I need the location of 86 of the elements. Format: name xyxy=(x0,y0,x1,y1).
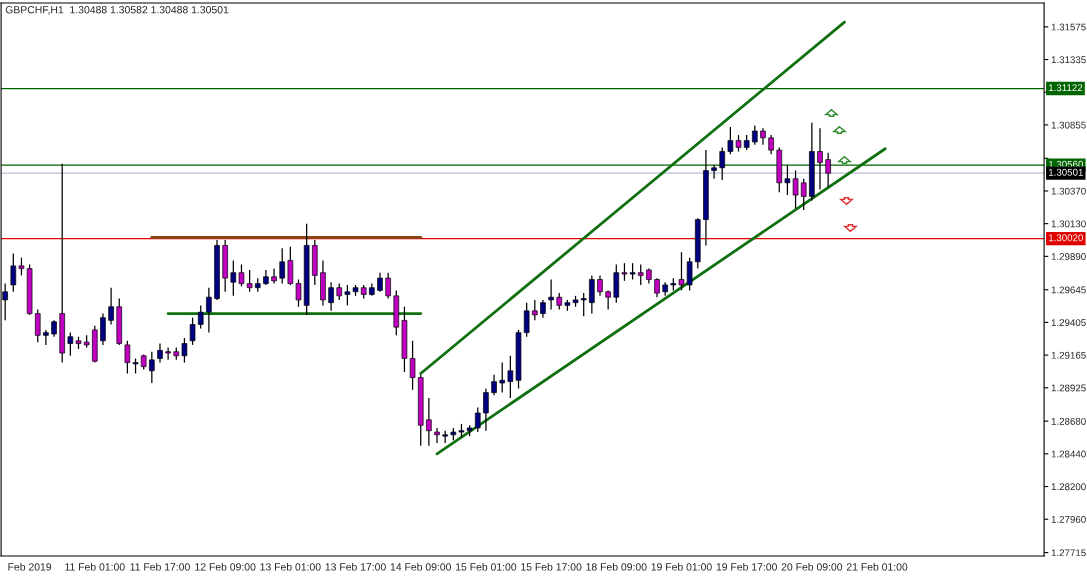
candlestick xyxy=(124,340,131,375)
candlestick xyxy=(491,374,497,396)
candlestick xyxy=(108,287,114,326)
candlestick xyxy=(580,292,587,317)
candlestick xyxy=(10,252,17,293)
x-tick-label: 11 Feb 01:00 xyxy=(65,562,125,571)
candlestick xyxy=(727,126,734,155)
candlestick xyxy=(434,427,440,444)
candlestick xyxy=(678,251,685,292)
candlestick xyxy=(499,361,506,394)
candlestick xyxy=(385,272,391,300)
y-tick-label: 1.31335 xyxy=(1051,56,1086,64)
y-tick-label: 1.27715 xyxy=(1051,549,1086,557)
y-tick-label: 1.28925 xyxy=(1051,384,1086,392)
candlestick xyxy=(295,278,302,308)
ref-line-label: 1.30501 xyxy=(1048,168,1083,176)
candlestick xyxy=(654,277,660,298)
candlestick xyxy=(752,124,758,146)
candlestick xyxy=(483,387,489,432)
candlestick xyxy=(271,267,277,285)
candlestick xyxy=(377,272,383,293)
candlestick xyxy=(637,263,644,286)
x-tick-label: 19 Feb 01:00 xyxy=(651,562,712,571)
ref-line-label: 1.30560 xyxy=(1048,160,1084,168)
candlestick xyxy=(800,178,807,211)
x-tick-label: Feb 2019 xyxy=(8,562,52,571)
candlestick xyxy=(523,302,530,338)
candlestick xyxy=(67,331,74,357)
y-tick-label: 1.30130 xyxy=(1051,220,1086,228)
candlestick xyxy=(246,269,253,293)
candlestick xyxy=(165,346,171,361)
candlestick xyxy=(817,127,823,191)
candlestick xyxy=(548,278,554,311)
chart-title: GBPCHF,H1 1.30488 1.30582 1.30488 1.30501 xyxy=(5,6,229,15)
candlestick xyxy=(589,274,595,315)
candlestick xyxy=(230,259,237,297)
candlestick xyxy=(474,406,481,433)
candlestick xyxy=(100,312,106,346)
candlestick xyxy=(43,329,49,346)
candlestick xyxy=(532,299,538,321)
candlestick xyxy=(507,355,514,399)
y-tick-label: 1.31575 xyxy=(1051,23,1086,31)
candlestick xyxy=(287,246,294,286)
x-tick-label: 13 Feb 01:00 xyxy=(260,562,321,571)
x-tick-label: 21 Feb 01:00 xyxy=(846,562,908,571)
x-tick-label: 13 Feb 17:00 xyxy=(325,562,386,571)
candlestick xyxy=(197,304,204,330)
y-tick-label: 1.28440 xyxy=(1051,450,1086,458)
candlestick xyxy=(189,317,196,346)
candlestick xyxy=(768,134,774,155)
x-tick-label: 15 Feb 17:00 xyxy=(521,562,582,571)
candlestick xyxy=(719,146,726,181)
candlestick xyxy=(686,257,693,292)
candlestick xyxy=(34,308,41,343)
candlestick xyxy=(328,281,334,312)
candlestick xyxy=(149,351,155,384)
x-tick-label: 11 Feb 17:00 xyxy=(130,562,190,571)
candlestick xyxy=(825,152,831,188)
candlestick xyxy=(206,287,212,334)
y-tick-label: 1.29165 xyxy=(1051,351,1086,359)
candlestick xyxy=(605,289,611,311)
candlestick xyxy=(711,164,717,180)
candlestick xyxy=(426,397,432,447)
y-tick-label: 1.30370 xyxy=(1051,187,1086,195)
y-tick-label: 1.27960 xyxy=(1051,515,1086,523)
y-tick-label: 1.28680 xyxy=(1051,417,1086,425)
y-tick-label: 1.30855 xyxy=(1051,121,1086,129)
y-tick-label: 1.29405 xyxy=(1051,319,1086,327)
candlestick xyxy=(344,284,351,307)
x-tick-label: 14 Feb 09:00 xyxy=(390,562,452,571)
candlestick xyxy=(238,263,245,287)
x-tick-label: 12 Feb 09:00 xyxy=(195,562,256,571)
x-tick-label: 19 Feb 17:00 xyxy=(716,562,777,571)
candlestick xyxy=(157,342,163,364)
x-tick-label: 15 Feb 01:00 xyxy=(456,562,517,571)
candlestick xyxy=(181,337,188,364)
candlestick xyxy=(597,274,603,297)
x-tick-label: 18 Feb 09:00 xyxy=(586,562,647,571)
ref-line-label: 1.31122 xyxy=(1048,84,1083,92)
candlestick xyxy=(279,247,285,285)
ref-line-label: 1.30020 xyxy=(1048,234,1084,242)
x-tick-label: 20 Feb 09:00 xyxy=(781,562,843,571)
candlestick xyxy=(760,127,766,146)
y-tick-label: 1.28200 xyxy=(1051,483,1086,491)
y-tick-label: 1.29645 xyxy=(1051,286,1086,294)
y-tick-label: 1.29890 xyxy=(1051,253,1086,260)
